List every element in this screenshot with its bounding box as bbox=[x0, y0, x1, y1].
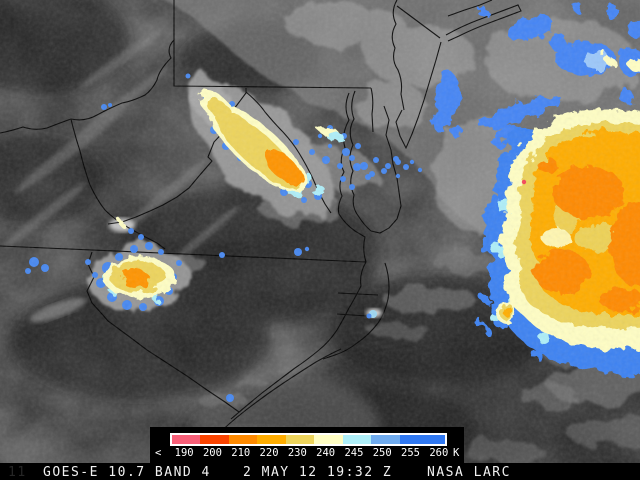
source-label: NASA LARC bbox=[427, 465, 511, 480]
colorbar-tick-label: 210 bbox=[231, 447, 251, 459]
product-label: GOES-E 10.7 BAND 4 bbox=[43, 465, 211, 480]
colorbar-segment bbox=[228, 435, 258, 444]
colorbar-segment bbox=[314, 435, 343, 444]
colorbar-tick-label: 230 bbox=[287, 447, 307, 459]
colorbar-segment bbox=[200, 435, 229, 444]
satellite-map bbox=[0, 0, 640, 463]
colorbar-segment bbox=[342, 435, 372, 444]
colorbar-segment bbox=[371, 435, 400, 444]
colorbar-ticks: 190 200 210 220 230 240 245 250 255 260 bbox=[170, 447, 453, 459]
colorbar-less-than: < bbox=[155, 447, 162, 459]
timestamp-label: 2 MAY 12 19:32 Z bbox=[243, 465, 393, 480]
colorbar-segment bbox=[257, 435, 286, 444]
colorbar: < 190 200 210 220 230 240 245 250 255 260 K bbox=[150, 427, 464, 463]
colorbar-tick-label: 255 bbox=[401, 447, 420, 459]
colorbar-tick-label: 260 bbox=[429, 447, 449, 459]
status-bar: 11 GOES-E 10.7 BAND 4 2 MAY 12 19:32 Z N… bbox=[0, 463, 640, 480]
colorbar-tick-label: 220 bbox=[259, 447, 279, 459]
colorbar-swatches bbox=[172, 435, 445, 444]
frame-number: 11 bbox=[8, 465, 27, 480]
colorbar-tick-label: 245 bbox=[344, 447, 364, 459]
colorbar-tick-label: 240 bbox=[316, 447, 336, 459]
colorbar-tick-label: 200 bbox=[202, 447, 222, 459]
colorbar-segment bbox=[399, 435, 445, 444]
colorbar-tick-label: 190 bbox=[174, 447, 194, 459]
colorbar-segment bbox=[172, 435, 201, 444]
colorbar-scale bbox=[170, 433, 447, 446]
colorbar-segment bbox=[285, 435, 315, 444]
colorbar-unit-label: K bbox=[453, 447, 460, 459]
colorbar-tick-label: 250 bbox=[372, 447, 392, 459]
